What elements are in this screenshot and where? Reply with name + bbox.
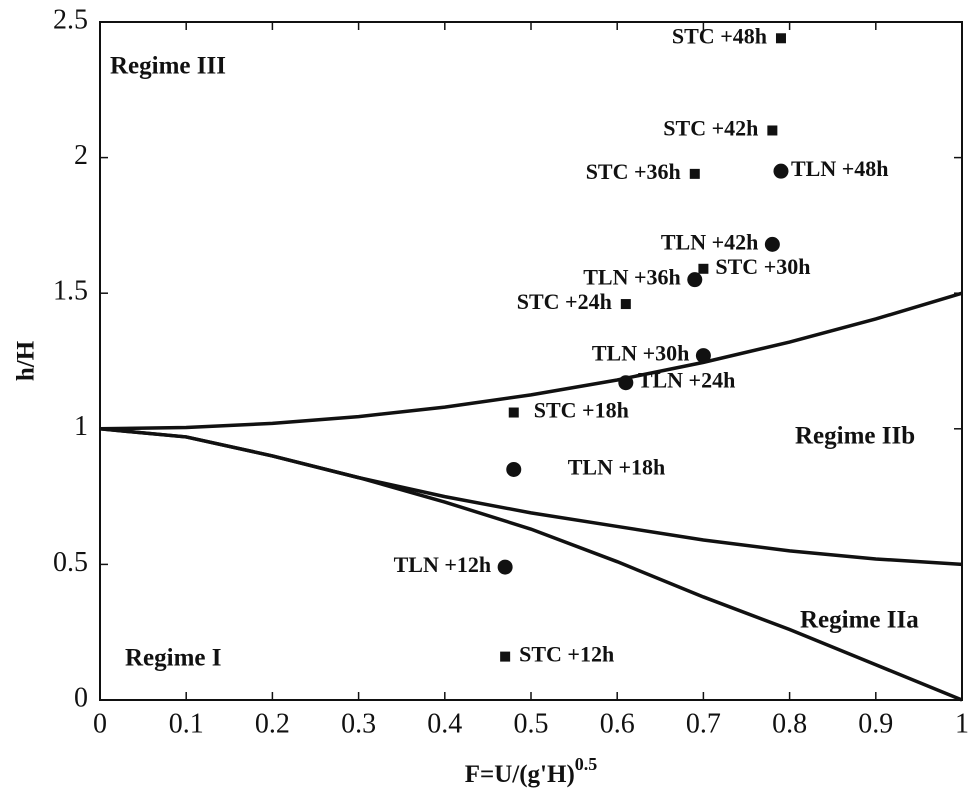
circle-marker bbox=[695, 348, 711, 364]
point-label: STC +42h bbox=[663, 116, 758, 141]
circle-marker bbox=[687, 272, 703, 288]
square-marker bbox=[620, 299, 631, 310]
square-marker bbox=[508, 407, 519, 418]
point-label: TLN +48h bbox=[791, 156, 889, 181]
regime-boundary bbox=[99, 427, 963, 702]
x-axis-label-main: F=U/(g'H) bbox=[465, 761, 575, 788]
point-label: STC +30h bbox=[715, 254, 810, 279]
y-axis-label: h/H bbox=[13, 340, 40, 381]
regime-label: Regime IIa bbox=[800, 607, 919, 634]
square-marker bbox=[698, 263, 709, 274]
x-tick-label: 0.3 bbox=[341, 708, 376, 739]
x-tick-label: 1 bbox=[955, 708, 969, 739]
y-tick-label: 1 bbox=[74, 411, 88, 442]
y-tick-label: 0.5 bbox=[53, 547, 88, 578]
x-tick-label: 0.5 bbox=[514, 708, 549, 739]
regime-label: Regime III bbox=[110, 53, 226, 80]
x-axis-label: F=U/(g'H)0.5 bbox=[465, 754, 598, 788]
square-marker bbox=[500, 651, 511, 662]
plot-frame bbox=[99, 21, 963, 701]
point-label: STC +18h bbox=[534, 398, 629, 423]
x-tick-label: 0.2 bbox=[255, 708, 290, 739]
square-marker bbox=[689, 168, 700, 179]
circle-marker bbox=[618, 375, 634, 391]
y-tick-label: 0 bbox=[74, 682, 88, 713]
point-label: TLN +30h bbox=[592, 341, 690, 366]
point-label: TLN +18h bbox=[568, 455, 666, 480]
circle-marker bbox=[764, 236, 780, 252]
point-label: TLN +12h bbox=[394, 552, 492, 577]
point-label: STC +12h bbox=[519, 642, 614, 667]
square-marker bbox=[767, 125, 778, 136]
regime-boundary bbox=[99, 291, 963, 431]
square-marker bbox=[775, 33, 786, 44]
point-label: STC +36h bbox=[586, 159, 681, 184]
point-label: TLN +24h bbox=[638, 368, 736, 393]
x-tick-label: 0.4 bbox=[427, 708, 462, 739]
x-tick-label: 0.1 bbox=[169, 708, 204, 739]
x-tick-label: 0.7 bbox=[686, 708, 721, 739]
circle-marker bbox=[506, 461, 522, 477]
point-label: STC +24h bbox=[517, 289, 612, 314]
point-label: STC +48h bbox=[672, 23, 767, 48]
regime-label: Regime I bbox=[125, 645, 222, 672]
x-tick-label: 0.9 bbox=[858, 708, 893, 739]
x-tick-label: 0 bbox=[93, 708, 107, 739]
y-tick-label: 2 bbox=[74, 140, 88, 171]
x-axis-label-sup: 0.5 bbox=[575, 754, 598, 774]
point-label: TLN +42h bbox=[661, 229, 759, 254]
point-label: TLN +36h bbox=[583, 265, 681, 290]
x-tick-label: 0.8 bbox=[772, 708, 807, 739]
circle-marker bbox=[773, 163, 789, 179]
regime-label: Regime IIb bbox=[795, 423, 915, 450]
y-tick-label: 1.5 bbox=[53, 276, 88, 307]
x-tick-label: 0.6 bbox=[600, 708, 635, 739]
circle-marker bbox=[497, 559, 513, 575]
y-tick-label: 2.5 bbox=[53, 4, 88, 35]
